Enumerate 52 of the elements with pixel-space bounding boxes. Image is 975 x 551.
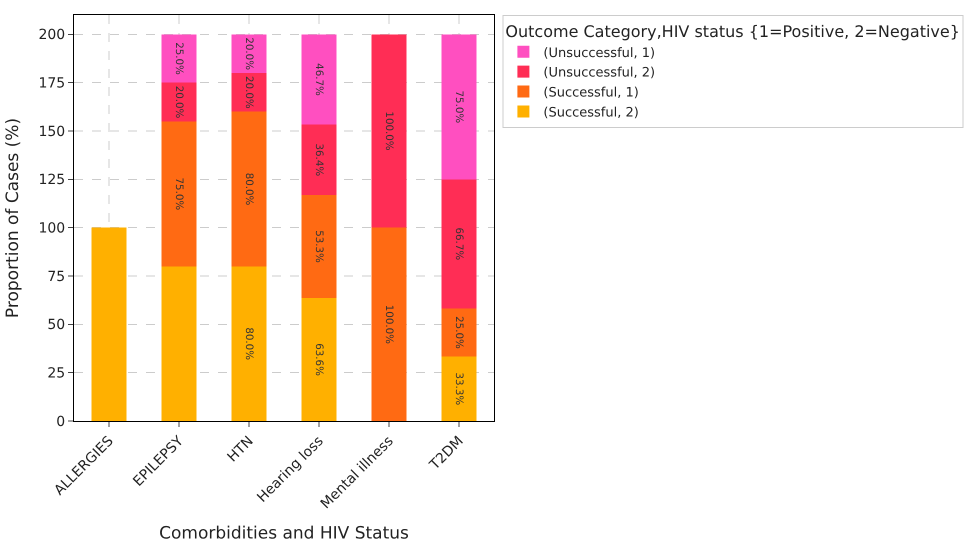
y-tick-label: 75 <box>47 268 66 285</box>
bar <box>232 112 266 266</box>
y-tick-label: 150 <box>38 124 66 140</box>
bar <box>442 308 476 357</box>
bar <box>232 34 266 73</box>
legend-title: Outcome Category,HIV status {1=Positive, 2=Negative} <box>505 22 960 41</box>
legend-label: (Unsuccessful, 2) <box>543 66 656 81</box>
bar <box>442 179 476 308</box>
y-tick-label: 175 <box>38 76 66 92</box>
bar <box>162 121 196 266</box>
data-label: 80.0% <box>243 172 256 206</box>
bar <box>162 34 196 83</box>
legend-label: (Successful, 2) <box>543 106 639 121</box>
y-tick-label: 200 <box>38 27 66 44</box>
bar <box>372 34 406 228</box>
data-label: 75.0% <box>173 178 186 210</box>
bar <box>302 194 336 298</box>
data-label: 46.7% <box>313 63 326 96</box>
data-label: 100.0% <box>383 111 396 151</box>
data-label: 20.0% <box>243 76 256 109</box>
bar <box>162 82 196 122</box>
data-label: 63.6% <box>313 343 326 376</box>
bar <box>232 266 266 421</box>
data-label: 100.0% <box>383 304 396 344</box>
x-axis-title: Comorbidities and HIV Status <box>159 524 410 544</box>
bar <box>302 298 336 421</box>
bar <box>162 266 196 421</box>
y-tick-label: 50 <box>47 317 66 334</box>
data-label: 66.7% <box>453 228 466 260</box>
legend-label: (Successful, 1) <box>543 86 639 101</box>
y-tick-label: 125 <box>38 172 66 188</box>
y-tick-label: 100 <box>38 220 66 237</box>
bar <box>442 34 476 180</box>
data-label: 33.3% <box>453 372 466 406</box>
data-label: 53.3% <box>313 230 326 264</box>
y-axis-title: Proportion of Cases (%) <box>3 118 24 318</box>
bar <box>302 124 336 195</box>
y-tick-label: 0 <box>56 414 66 430</box>
data-label: 80.0% <box>243 327 256 360</box>
legend-label: (Unsuccessful, 1) <box>543 46 656 61</box>
data-label: 20.0% <box>243 37 256 70</box>
bar <box>372 228 406 421</box>
data-label: 25.0% <box>453 316 466 349</box>
data-label: 36.4% <box>313 143 326 176</box>
data-label: 25.0% <box>173 42 186 76</box>
bar <box>302 34 336 125</box>
y-tick-label: 25 <box>47 366 66 382</box>
bar <box>92 228 126 421</box>
bar <box>442 356 476 421</box>
data-label: 75.0% <box>453 90 466 124</box>
data-label: 20.0% <box>173 86 186 119</box>
bar <box>232 73 266 112</box>
